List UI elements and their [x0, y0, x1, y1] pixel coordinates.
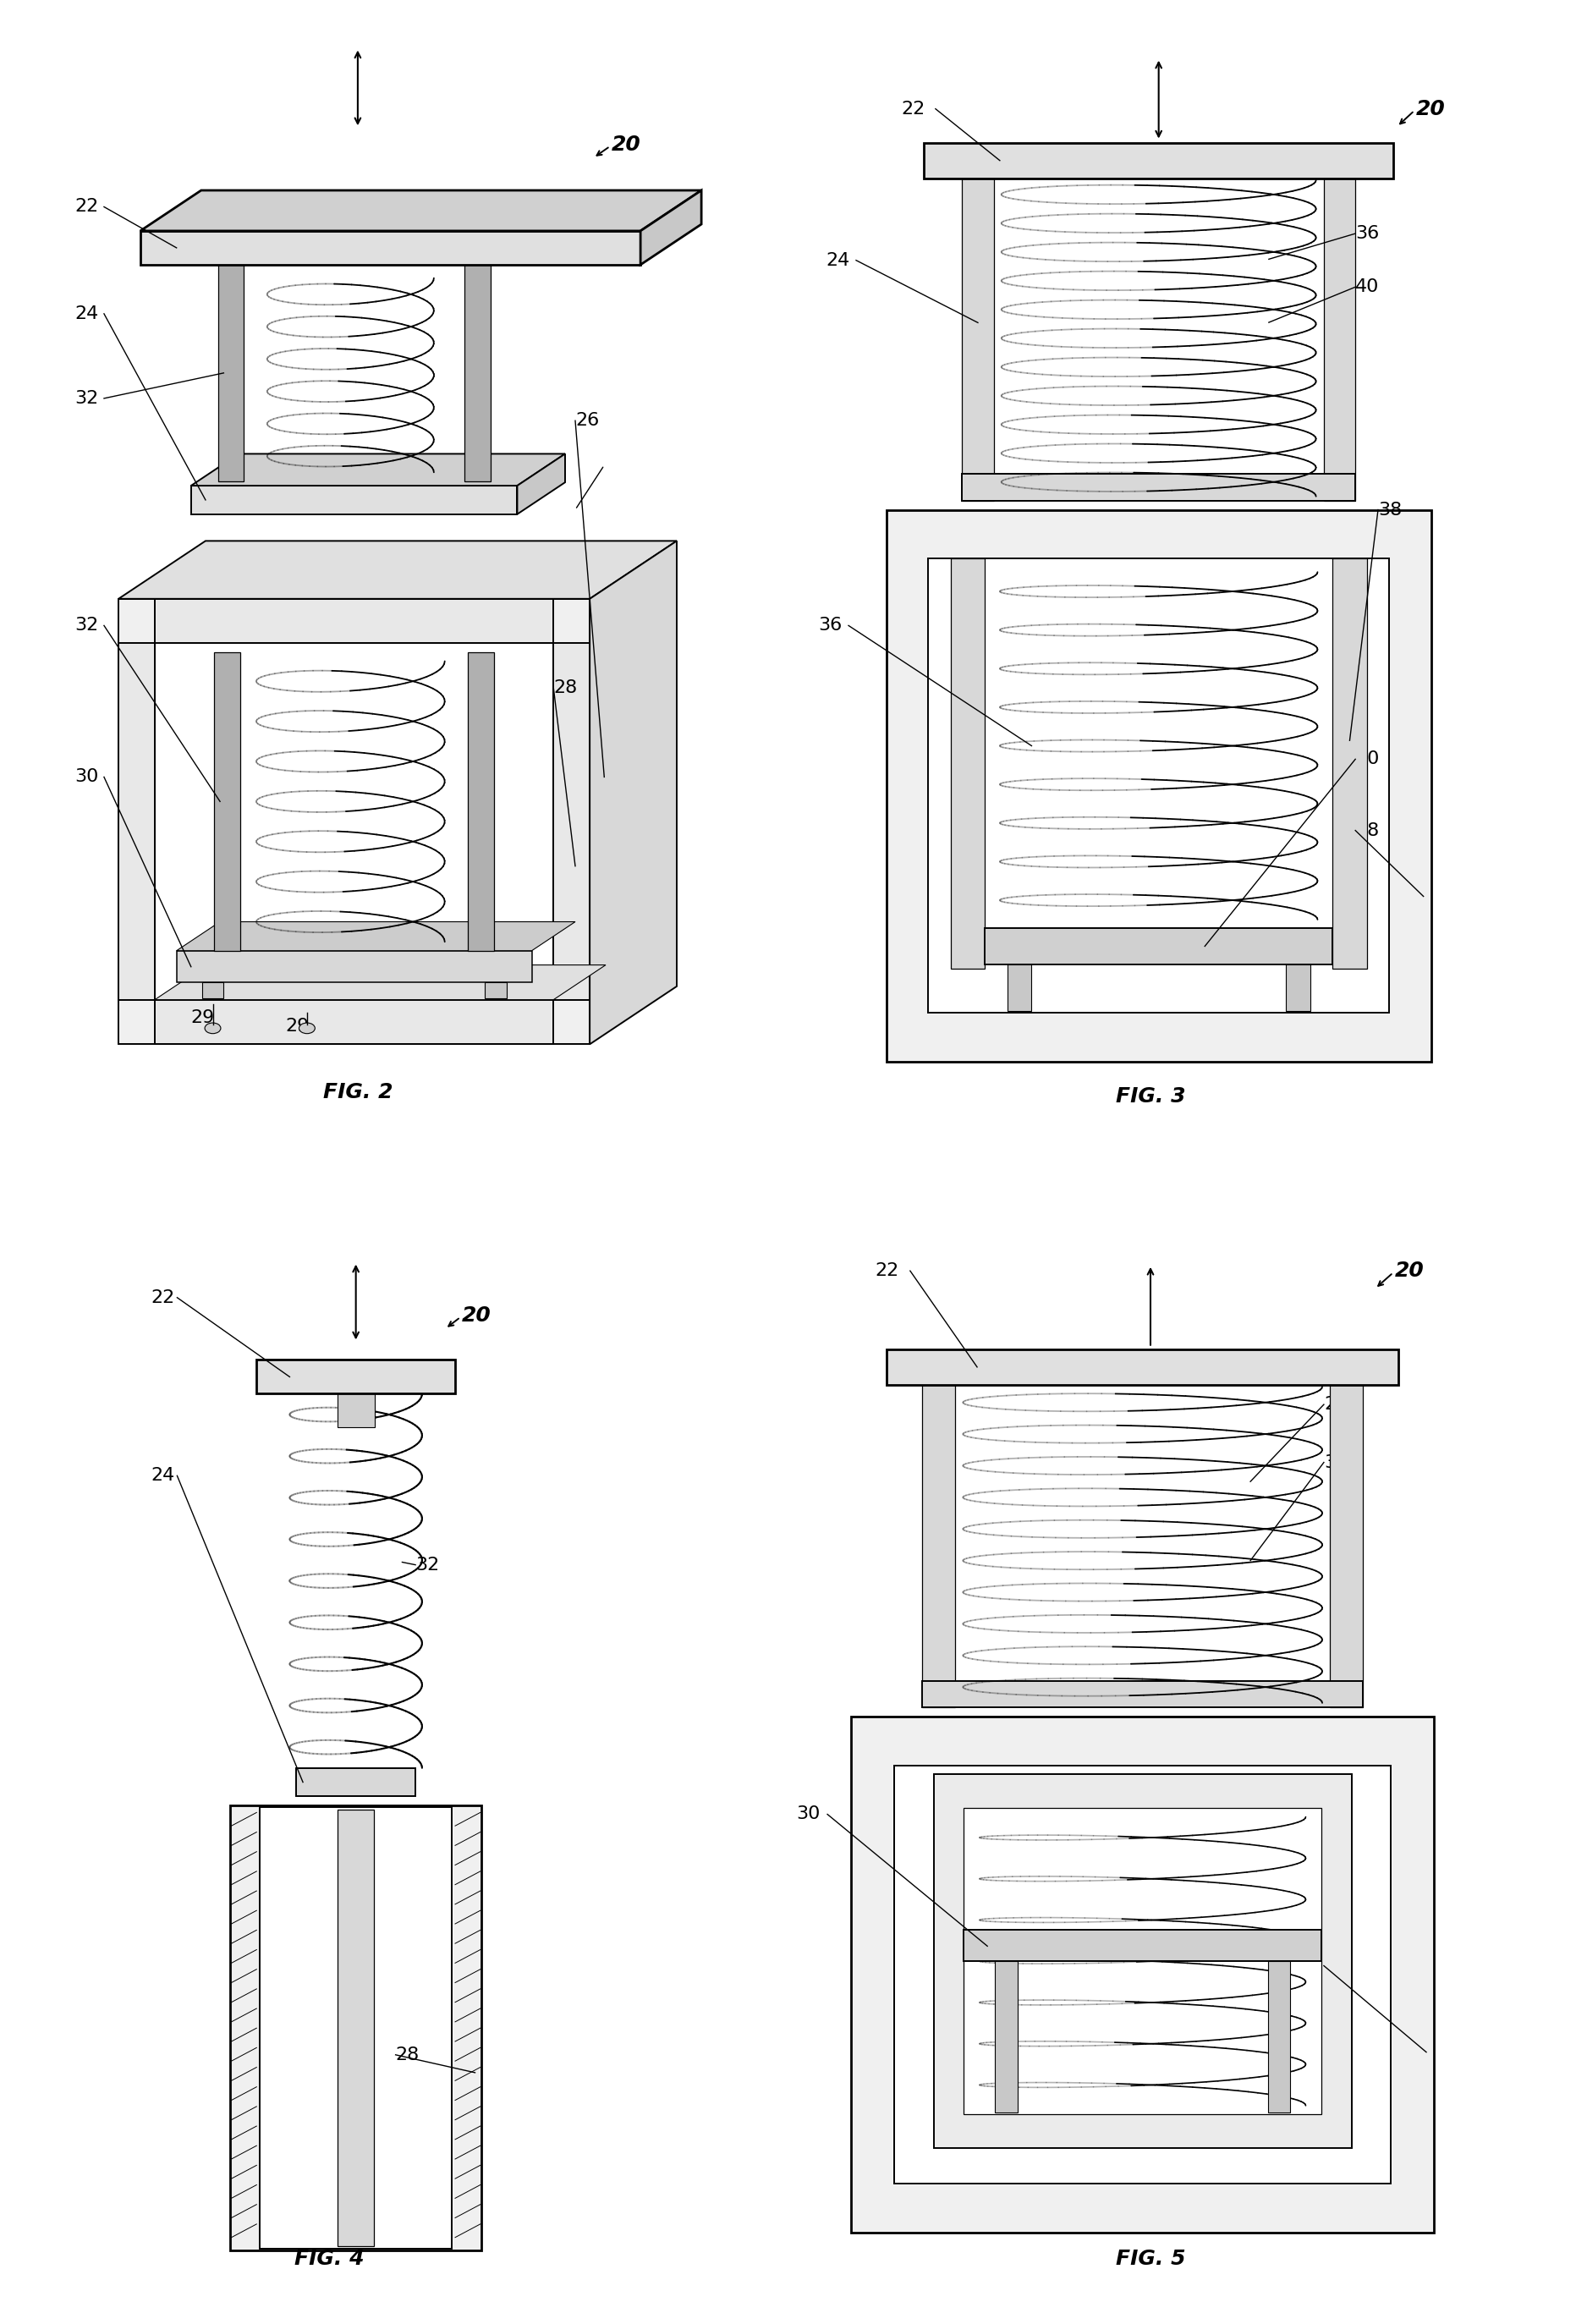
Bar: [985, 930, 1333, 964]
Bar: [257, 1360, 455, 1394]
Text: 20: 20: [1415, 98, 1445, 119]
Bar: [933, 1773, 1352, 2147]
Text: 20: 20: [462, 1306, 492, 1325]
Polygon shape: [465, 265, 490, 481]
Text: 30: 30: [76, 769, 99, 786]
Text: 26: 26: [575, 411, 599, 430]
Polygon shape: [485, 983, 506, 997]
Text: 29: 29: [191, 1009, 214, 1025]
Bar: [230, 1806, 482, 2250]
Ellipse shape: [205, 1023, 221, 1034]
Polygon shape: [154, 964, 605, 999]
Polygon shape: [589, 541, 676, 1043]
Text: 28: 28: [553, 679, 577, 697]
Text: 30: 30: [796, 1806, 820, 1822]
Text: 22: 22: [76, 198, 99, 216]
Text: 24: 24: [151, 1466, 175, 1485]
Text: FIG. 3: FIG. 3: [1116, 1085, 1187, 1106]
Text: 20: 20: [611, 135, 641, 156]
Bar: [928, 558, 1390, 1013]
Bar: [961, 179, 994, 502]
Bar: [337, 1392, 375, 1427]
Bar: [886, 1350, 1399, 1385]
Polygon shape: [191, 453, 566, 486]
Polygon shape: [214, 653, 240, 951]
Polygon shape: [640, 191, 701, 265]
Polygon shape: [177, 923, 575, 951]
Bar: [996, 1961, 1018, 2113]
Polygon shape: [140, 230, 640, 265]
Text: FIG. 2: FIG. 2: [323, 1083, 392, 1102]
Bar: [965, 1808, 1321, 2115]
Text: 38: 38: [1377, 502, 1403, 518]
Text: 32: 32: [1324, 1455, 1347, 1471]
Polygon shape: [118, 541, 676, 600]
Bar: [1286, 964, 1310, 1011]
Text: 24: 24: [826, 251, 849, 270]
Text: 30: 30: [1355, 751, 1379, 767]
Bar: [961, 474, 1355, 502]
Bar: [1267, 1961, 1289, 2113]
Text: 24: 24: [76, 304, 99, 323]
Bar: [924, 142, 1393, 179]
Polygon shape: [154, 600, 553, 644]
Bar: [886, 509, 1431, 1062]
Bar: [1333, 558, 1366, 969]
Text: 36: 36: [1355, 225, 1379, 242]
Polygon shape: [553, 644, 589, 999]
Text: 29: 29: [285, 1018, 309, 1034]
Text: FIG. 4: FIG. 4: [295, 2247, 364, 2268]
Bar: [1330, 1385, 1363, 1708]
Bar: [260, 1808, 452, 2250]
Text: 40: 40: [1355, 279, 1379, 295]
Text: FIG. 5: FIG. 5: [1116, 2247, 1185, 2268]
Bar: [922, 1680, 1363, 1708]
Bar: [965, 1929, 1321, 1961]
Polygon shape: [177, 951, 531, 983]
Text: 28: 28: [1355, 823, 1379, 839]
Polygon shape: [118, 600, 589, 1043]
Bar: [922, 1385, 955, 1708]
Bar: [296, 1769, 416, 1796]
Polygon shape: [517, 453, 566, 514]
Polygon shape: [154, 999, 553, 1043]
Bar: [1007, 964, 1032, 1011]
Polygon shape: [217, 265, 244, 481]
Polygon shape: [118, 644, 154, 999]
Polygon shape: [202, 983, 224, 997]
Polygon shape: [154, 644, 553, 999]
Text: 20: 20: [1395, 1260, 1425, 1281]
Polygon shape: [140, 191, 701, 230]
Bar: [337, 1810, 374, 2247]
Text: 24: 24: [1324, 1397, 1347, 1413]
Ellipse shape: [299, 1023, 315, 1034]
Text: 32: 32: [76, 618, 99, 634]
Polygon shape: [468, 653, 493, 951]
Bar: [895, 1766, 1392, 2185]
Bar: [950, 558, 985, 969]
Text: 32: 32: [416, 1557, 440, 1573]
Text: 28: 28: [1324, 1957, 1347, 1973]
Text: 22: 22: [875, 1262, 898, 1278]
Text: 36: 36: [818, 618, 842, 634]
Text: 28: 28: [396, 2047, 419, 2064]
Polygon shape: [191, 486, 517, 514]
Bar: [851, 1715, 1434, 2233]
Text: 22: 22: [151, 1290, 175, 1306]
Bar: [1324, 179, 1355, 502]
Text: 22: 22: [901, 100, 925, 116]
Text: 32: 32: [76, 390, 99, 407]
